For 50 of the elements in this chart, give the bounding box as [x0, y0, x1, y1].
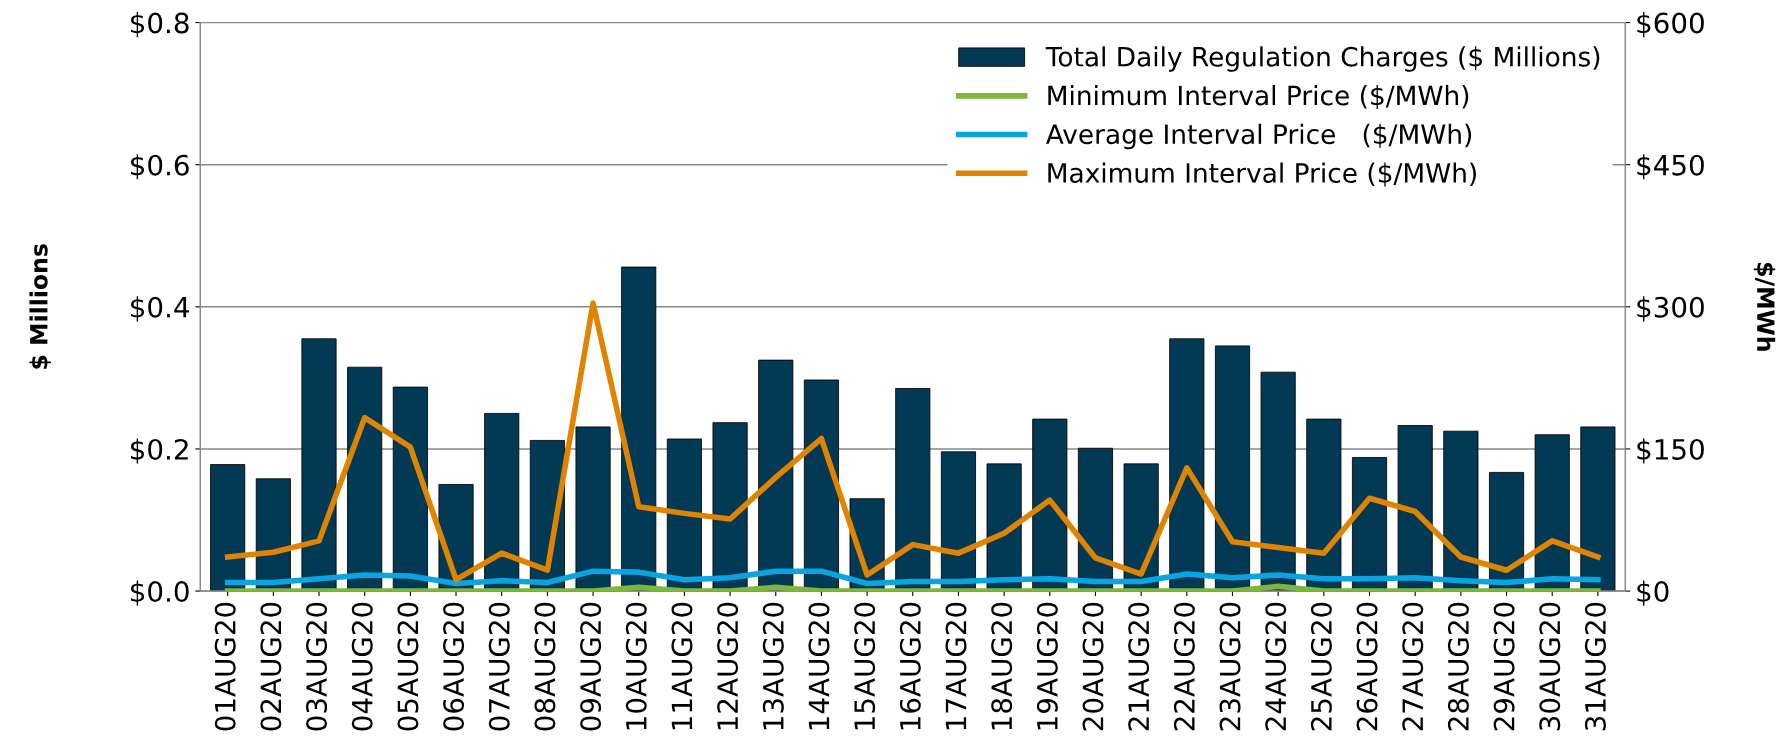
x-tick-label: 10AUG20 — [625, 602, 647, 730]
x-tick-label: 12AUG20 — [717, 602, 739, 730]
x-tick-label: 30AUG20 — [1539, 602, 1561, 731]
x-tick-label: 24AUG20 — [1265, 602, 1287, 731]
legend-label: Maximum Interval Price ($/MWh) — [1048, 162, 1476, 187]
y2-tick-label: $150 — [1637, 438, 1704, 464]
x-tick-label: 02AUG20 — [260, 602, 282, 731]
legend-label: Minimum Interval Price ($/MWh) — [1048, 85, 1469, 109]
legend-label: Total Daily Regulation Charges ($ Millions) — [1045, 46, 1600, 72]
x-tick-label: 08AUG20 — [534, 602, 556, 731]
legend-label: Average Interval Price ($/MWh) — [1045, 123, 1472, 150]
x-tick-label: 23AUG20 — [1219, 602, 1241, 731]
x-tick-label: 19AUG20 — [1036, 602, 1058, 730]
y2-tick-label: $600 — [1637, 12, 1704, 38]
x-tick-label: 14AUG20 — [808, 602, 830, 730]
y-tick-label: $0.0 — [130, 580, 189, 606]
x-tick-label: 05AUG20 — [397, 602, 419, 731]
y-tick-label: $0.8 — [130, 12, 189, 38]
x-tick-label: 06AUG20 — [443, 602, 465, 731]
y-tick-label: $0.6 — [130, 154, 189, 180]
x-tick-label: 27AUG20 — [1402, 602, 1424, 731]
bar — [1580, 426, 1616, 592]
x-tick-label: 11AUG20 — [671, 602, 693, 730]
x-tick-label: 03AUG20 — [306, 602, 328, 731]
x-tick-label: 01AUG20 — [214, 602, 236, 731]
y2-tick-label: $450 — [1637, 154, 1704, 180]
y2-tick-label: $0 — [1637, 580, 1669, 606]
x-tick-label: 28AUG20 — [1447, 602, 1469, 731]
bar — [1260, 371, 1296, 592]
x-tick-label: 18AUG20 — [991, 602, 1013, 730]
bar — [210, 464, 246, 592]
y-tick-label: $0.2 — [130, 438, 188, 464]
x-tick-label: 31AUG20 — [1584, 602, 1606, 731]
x-tick-label: 04AUG20 — [351, 602, 373, 731]
x-tick-label: 26AUG20 — [1356, 602, 1378, 731]
y-tick-label: $0.4 — [130, 296, 189, 322]
x-tick-label: 20AUG20 — [1082, 602, 1104, 731]
x-tick-label: 25AUG20 — [1310, 602, 1332, 731]
x-tick-label: 13AUG20 — [762, 602, 784, 730]
x-tick-label: 17AUG20 — [945, 602, 967, 730]
y-axis-title: $ Millions — [29, 244, 51, 369]
x-tick-label: 15AUG20 — [854, 602, 876, 730]
y2-axis-title: $/MWh — [1753, 262, 1776, 351]
x-tick-label: 16AUG20 — [899, 602, 921, 730]
x-tick-label: 22AUG20 — [1173, 602, 1195, 731]
y2-tick-label: $300 — [1637, 296, 1704, 322]
x-tick-label: 21AUG20 — [1128, 602, 1150, 731]
x-tick-label: 29AUG20 — [1493, 602, 1515, 731]
x-tick-label: 07AUG20 — [488, 602, 510, 731]
x-tick-label: 09AUG20 — [580, 602, 602, 731]
